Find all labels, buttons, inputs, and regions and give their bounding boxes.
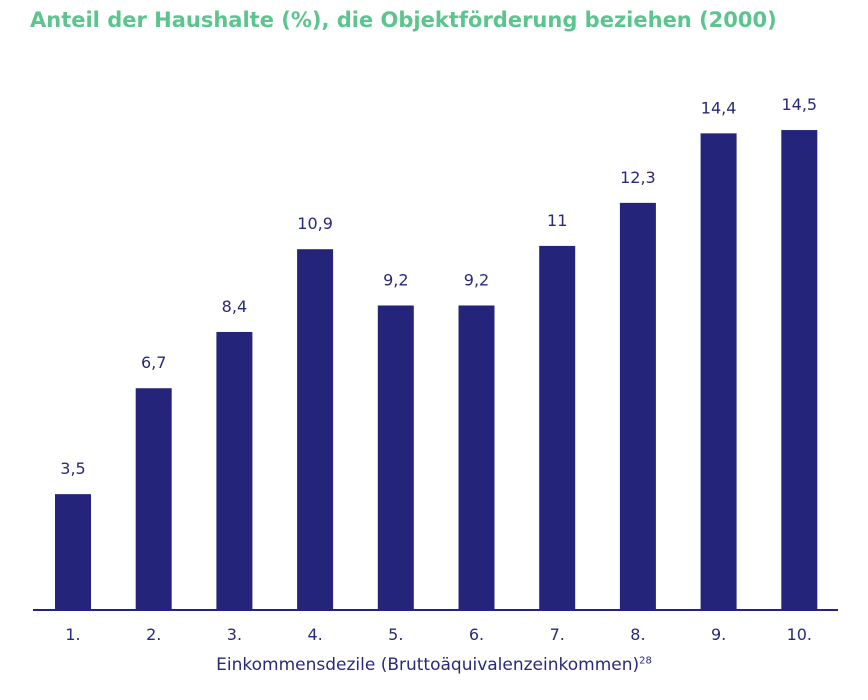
value-label-9: 14,4 [701, 98, 737, 117]
value-label-1: 3,5 [60, 459, 85, 478]
x-tick-label-2: 2. [146, 625, 161, 644]
value-label-10: 14,5 [781, 95, 817, 114]
bar-1 [55, 494, 91, 610]
x-tick-label-8: 8. [630, 625, 645, 644]
bar-2 [135, 388, 172, 610]
chart-title: Anteil der Haushalte (%), die Objektförd… [30, 8, 777, 32]
x-tick-labels-group: 1. 2. 3. 4. 5. 6. 7. 8. 9. 10. [65, 625, 812, 644]
bar-3 [216, 331, 253, 610]
value-label-7: 11 [547, 211, 567, 230]
x-tick-label-9: 9. [711, 625, 726, 644]
bar-5 [377, 305, 414, 610]
bar-7 [539, 245, 576, 610]
value-label-2: 6,7 [141, 353, 166, 372]
x-tick-label-4: 4. [307, 625, 322, 644]
bar-4 [297, 249, 334, 610]
x-tick-label-7: 7. [550, 625, 565, 644]
value-label-3: 8,4 [222, 297, 247, 316]
x-tick-label-1: 1. [65, 625, 80, 644]
x-axis-title: Einkommensdezile (Bruttoäquivalenzeinkom… [0, 655, 868, 675]
value-labels-group: 3,5 6,7 8,4 10,9 9,2 9,2 11 12,3 14,4 14,5 [60, 95, 817, 478]
value-label-4: 10,9 [297, 214, 333, 233]
x-tick-label-6: 6. [469, 625, 484, 644]
x-axis-title-text: Einkommensdezile (Bruttoäquivalenzeinkom… [216, 655, 640, 675]
bar-8 [619, 202, 656, 610]
x-axis-footnote: 28 [639, 655, 652, 667]
bar-10 [781, 130, 818, 611]
value-label-5: 9,2 [383, 270, 408, 289]
x-tick-label-5: 5. [388, 625, 403, 644]
bar-9 [700, 133, 737, 611]
value-label-8: 12,3 [620, 168, 656, 187]
x-tick-label-10: 10. [787, 625, 812, 644]
value-label-6: 9,2 [464, 270, 489, 289]
x-tick-label-3: 3. [227, 625, 242, 644]
bar-6 [458, 305, 495, 610]
bars-group [55, 130, 818, 611]
